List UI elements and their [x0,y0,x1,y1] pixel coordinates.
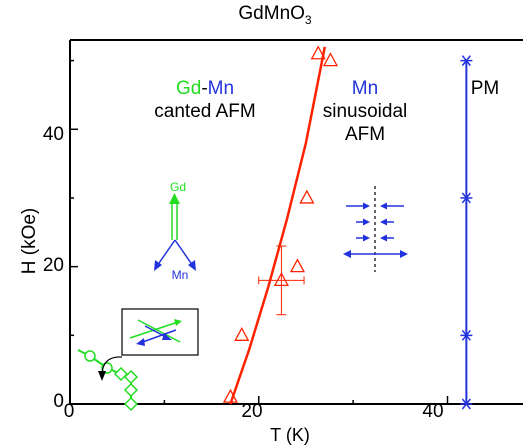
data-point-star [460,398,473,410]
inset-gd-arrowhead [174,319,182,326]
green-diamond-marker [123,382,139,398]
phase-label-gd-mn: Gd-Mn canted AFM [120,77,290,123]
inset-mn-arrowhead [136,338,145,346]
arrow-gd-label: Gd [169,180,186,194]
y-tick-label: 40 [42,124,64,145]
mn-wave-arrowhead [363,202,370,210]
mn-wave-arrowhead [380,218,387,226]
mn-wave-arrowhead [363,234,370,242]
inset-mn-arrow [139,329,177,344]
phase-label-sinusoidal: Mn sinusoidal AFM [300,77,430,146]
data-point-triangle [222,388,239,403]
gd-label: Gd [175,78,202,99]
x-axis-label: T (K) [270,425,310,445]
green-circle-marker [84,350,96,362]
inset-box [121,308,199,356]
y-tick-label: 20 [42,255,64,276]
x-tick-label: 20 [241,401,263,422]
mn-label: Mn [207,78,235,99]
canted-afm-label: canted AFM [154,101,256,122]
mn-wave-arrowhead [400,250,408,258]
phase-label-pm: PM [470,78,500,99]
mn-spin-arrow [174,239,194,267]
mn-wave-arrowhead [363,218,370,226]
mn-phase-label: Mn [351,78,379,99]
data-point-star [460,55,473,67]
green-diamond-marker [123,396,139,412]
dash-label: - [201,78,208,99]
inset-gd-arrow [137,319,181,343]
title-subscript: 3 [304,12,312,27]
x-tick-label: 40 [422,401,444,422]
data-point-star [460,192,473,204]
arrow-mn-label: Mn [171,268,189,282]
afm-label: AFM [344,124,386,145]
x-tick-label: 0 [63,401,75,422]
chart-title: GdMnO3 [170,3,380,27]
gd-arrowhead [169,193,180,204]
y-tick-label: 0 [53,391,64,412]
data-point-triangle [322,52,339,67]
mn-wave-arrowhead [380,202,387,210]
data-point-triangle [289,258,306,273]
data-point-star [460,329,473,341]
inset-pointer-arrowhead [98,371,106,381]
title-main: GdMnO [238,3,305,24]
fit-curve [229,46,327,405]
inset-mn-arrowhead [162,333,172,340]
data-point-triangle [299,189,315,204]
mn-wave-arrowhead [343,250,351,258]
data-point-triangle [310,45,326,60]
mn-wave-arrowhead [380,234,387,242]
mn-spin-arrow [156,239,176,267]
sinusoidal-label: sinusoidal [322,101,408,122]
mn-arrowhead [154,260,162,271]
mn-arrowhead [188,260,196,271]
data-point-triangle [234,326,250,341]
data-point-triangle [273,272,289,287]
